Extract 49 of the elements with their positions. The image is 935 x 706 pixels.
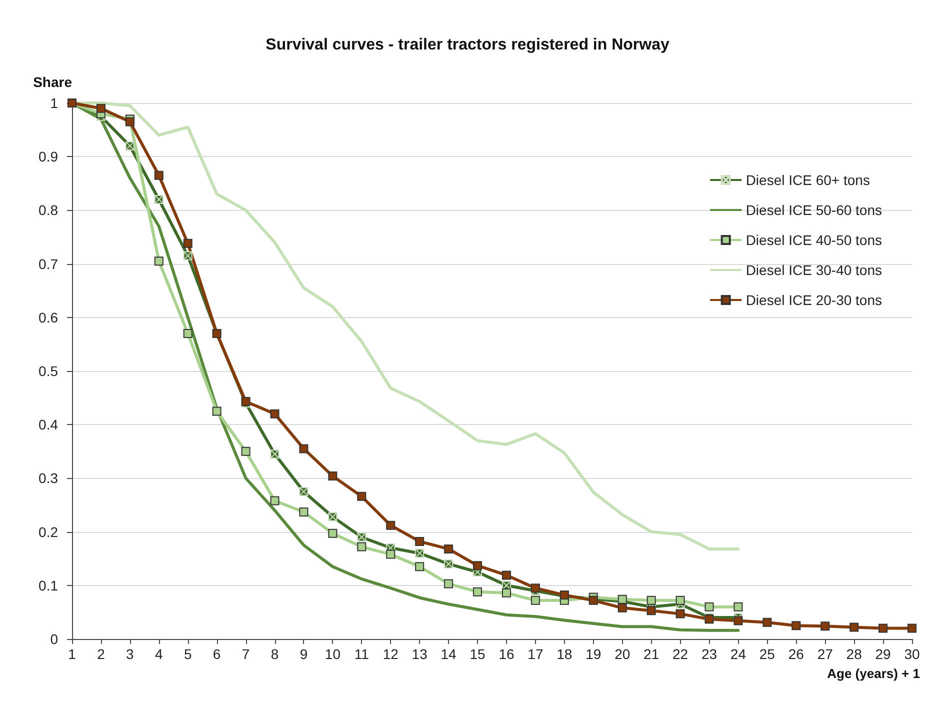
y-tick-label: 0 (50, 631, 58, 647)
x-tick-label: 4 (155, 646, 163, 662)
y-tick-label: 0.2 (38, 524, 58, 540)
x-tick-label: 7 (242, 646, 250, 662)
y-tick-label: 0.5 (38, 363, 58, 379)
x-tick-label: 22 (672, 646, 688, 662)
y-tick-label: 0.3 (38, 470, 58, 486)
x-tick-label: 15 (470, 646, 486, 662)
x-tick-label: 25 (759, 646, 776, 662)
legend-label: Diesel ICE 20-30 tons (746, 292, 882, 308)
x-tick-label: 20 (614, 646, 630, 662)
y-tick-label: 0.7 (38, 256, 58, 272)
x-tick-label: 18 (556, 646, 572, 662)
x-tick-label: 24 (730, 646, 746, 662)
x-tick-label: 10 (324, 646, 341, 662)
x-tick-label: 26 (788, 646, 804, 662)
x-tick-label: 23 (701, 646, 718, 662)
y-tick-label: 0.8 (38, 202, 58, 218)
x-tick-label: 6 (212, 646, 221, 662)
x-tick-label: 12 (382, 646, 399, 662)
y-tick-label: 0.1 (38, 577, 58, 594)
x-tick-label: 30 (904, 646, 920, 662)
x-tick-label: 13 (412, 646, 428, 662)
x-tick-label: 11 (354, 646, 370, 662)
chart-title: Survival curves - trailer tractors registered in Norway (266, 36, 670, 54)
x-tick-label: 16 (498, 646, 514, 662)
x-tick-label: 3 (126, 646, 134, 662)
y-tick-label: 0.4 (38, 416, 58, 433)
x-tick-label: 8 (270, 646, 279, 662)
y-tick-label: 0.9 (38, 148, 58, 165)
x-tick-label: 5 (184, 646, 192, 662)
x-tick-label: 28 (846, 646, 862, 662)
legend-label: Diesel ICE 60+ tons (746, 172, 870, 188)
legend-label: Diesel ICE 50-60 tons (746, 202, 882, 218)
x-tick-label: 9 (300, 646, 308, 662)
legend-label: Diesel ICE 40-50 tons (746, 232, 882, 248)
x-tick-label: 29 (875, 646, 892, 662)
legend-label: Diesel ICE 30-40 tons (746, 262, 882, 278)
x-tick-label: 1 (68, 646, 76, 662)
x-tick-label: 17 (528, 646, 544, 662)
y-tick-label: 0.6 (38, 309, 58, 326)
x-tick-label: 19 (586, 646, 602, 662)
x-tick-label: 21 (644, 646, 660, 662)
x-axis-title: Age (years) + 1 (827, 666, 920, 681)
y-axis-title: Share (33, 74, 72, 90)
y-tick-label: 1 (50, 95, 58, 111)
x-tick-label: 27 (817, 646, 834, 662)
x-tick-label: 2 (97, 646, 106, 662)
x-tick-label: 14 (440, 646, 457, 662)
